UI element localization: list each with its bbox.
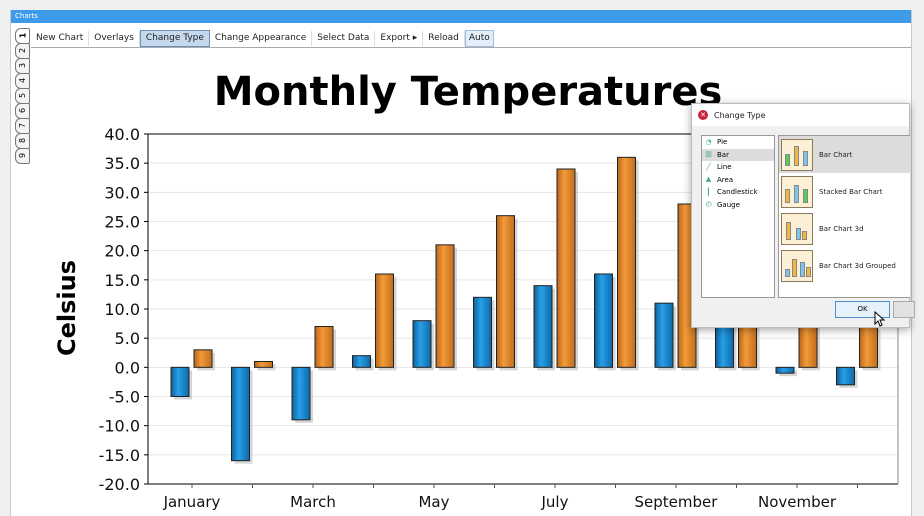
chart-type-label: Bar	[717, 150, 729, 159]
bar-november-series-1	[775, 366, 795, 374]
cancel-button[interactable]	[893, 301, 915, 318]
dialog-title: Change Type	[714, 110, 766, 120]
y-tick-label: 25.0	[104, 213, 140, 232]
toolbar-auto-toggle[interactable]: Auto	[464, 30, 494, 47]
subtype-label: Bar Chart 3d Grouped	[819, 261, 896, 270]
bar-september-series-1	[654, 302, 674, 368]
candlestick-icon: ┃	[706, 187, 711, 196]
chart-type-label: Candlestick	[717, 188, 758, 197]
bar-chart-thumbnail-icon	[781, 212, 813, 245]
chart-type-candlestick[interactable]: ┃ Candlestick	[702, 186, 774, 199]
chart-type-area[interactable]: ▲ Area	[702, 174, 774, 187]
toolbar: New Chart Overlays Change Type Change Appea…	[31, 30, 911, 48]
y-tick-label: -15.0	[99, 446, 140, 465]
bar-december-series-1	[836, 366, 855, 386]
bar-icon: ▥	[705, 150, 712, 159]
y-tick-label: 30.0	[104, 183, 140, 202]
subtype-label: Bar Chart	[819, 150, 853, 159]
pie-icon: ◔	[705, 137, 712, 146]
chart-type-list[interactable]: ◔ Pie ▥ Bar ╱ Line ▲ Area ┃ Candlestick ◴ Gauge	[701, 135, 775, 298]
window-title: Charts	[11, 10, 911, 23]
dialog-title-bar: ✕ Change Type	[692, 104, 909, 126]
chart-subtype-list[interactable]: Bar Chart Stacked Bar Chart Bar Chart 3d Ba…	[778, 135, 910, 298]
bar-may-series-2	[435, 244, 455, 368]
toolbar-overlays-button[interactable]: Overlays	[89, 31, 140, 46]
subtype-bar-chart[interactable]: Bar Chart	[779, 136, 910, 173]
y-tick-label: 0.0	[115, 358, 140, 377]
bar-chart-thumbnail-icon	[781, 175, 813, 208]
bar-april-series-2	[375, 273, 394, 368]
y-tick-label: 40.0	[104, 125, 140, 144]
y-tick-label: -10.0	[99, 417, 140, 436]
line-icon: ╱	[706, 162, 711, 171]
x-tick-label: November	[758, 493, 837, 511]
x-tick-label: May	[418, 493, 449, 511]
chart-type-label: Area	[717, 175, 734, 184]
gauge-icon: ◴	[705, 200, 712, 209]
bar-february-series-1	[231, 366, 250, 462]
bar-august-series-1	[594, 273, 613, 368]
chart-type-bar[interactable]: ▥ Bar	[702, 148, 774, 161]
y-axis-label: Celsius	[53, 260, 81, 356]
bar-january-series-2	[193, 349, 213, 368]
x-tick-label: September	[635, 493, 719, 511]
bar-chart-thumbnail-icon	[781, 249, 813, 282]
mouse-cursor-icon	[874, 311, 886, 327]
bar-august-series-2	[617, 156, 636, 368]
bar-june-series-1	[473, 296, 492, 368]
bar-march-series-2	[314, 326, 334, 368]
x-tick-label: July	[541, 493, 569, 511]
subtype-stacked-bar-chart[interactable]: Stacked Bar Chart	[779, 173, 910, 210]
subtype-label: Bar Chart 3d	[819, 224, 864, 233]
bar-july-series-2	[556, 168, 576, 368]
y-tick-label: 20.0	[104, 242, 140, 261]
subtype-bar-chart-3d-grouped[interactable]: Bar Chart 3d Grouped	[779, 247, 910, 284]
bar-june-series-2	[496, 215, 515, 368]
y-tick-label: -20.0	[99, 475, 140, 494]
chart-type-gauge[interactable]: ◴ Gauge	[702, 199, 774, 212]
bar-december-series-2	[859, 326, 878, 368]
area-icon: ▲	[705, 175, 712, 184]
y-tick-label: 15.0	[104, 271, 140, 290]
bar-february-series-2	[254, 361, 273, 368]
chart-type-label: Pie	[717, 138, 728, 147]
toolbar-export-button[interactable]: Export ▸	[375, 31, 424, 46]
toolbar-reload-button[interactable]: Reload	[423, 31, 465, 46]
toolbar-change-appearance-button[interactable]: Change Appearance	[210, 31, 313, 46]
bar-july-series-1	[533, 285, 553, 368]
toolbar-select-data-button[interactable]: Select Data	[312, 31, 376, 46]
tab-9[interactable]: 9	[15, 148, 30, 164]
chart-title: Monthly Temperatures	[214, 69, 723, 115]
x-tick-label: January	[163, 493, 221, 511]
y-tick-label: 10.0	[104, 300, 140, 319]
bar-may-series-1	[412, 320, 432, 368]
chart-type-line[interactable]: ╱ Line	[702, 161, 774, 174]
bar-chart-thumbnail-icon	[781, 138, 813, 171]
chart-type-label: Gauge	[717, 200, 740, 209]
y-tick-label: 5.0	[115, 329, 140, 348]
bar-march-series-1	[291, 366, 311, 421]
subtype-label: Stacked Bar Chart	[819, 187, 883, 196]
chart-type-pie[interactable]: ◔ Pie	[702, 136, 774, 149]
chart-type-label: Line	[717, 163, 732, 172]
dialog-app-icon: ✕	[698, 110, 708, 120]
toolbar-new-chart-button[interactable]: New Chart	[31, 31, 90, 46]
bar-january-series-1	[170, 366, 190, 398]
subtype-bar-chart-3d[interactable]: Bar Chart 3d	[779, 210, 910, 247]
bar-april-series-1	[352, 355, 371, 368]
change-type-dialog: ✕ Change Type ◔ Pie ▥ Bar ╱ Line ▲ Area ┃ Candles…	[691, 103, 915, 328]
toolbar-change-type-button[interactable]: Change Type	[139, 30, 210, 47]
y-tick-label: 35.0	[104, 154, 140, 173]
y-tick-label: -5.0	[109, 388, 140, 407]
x-tick-label: March	[290, 493, 336, 511]
